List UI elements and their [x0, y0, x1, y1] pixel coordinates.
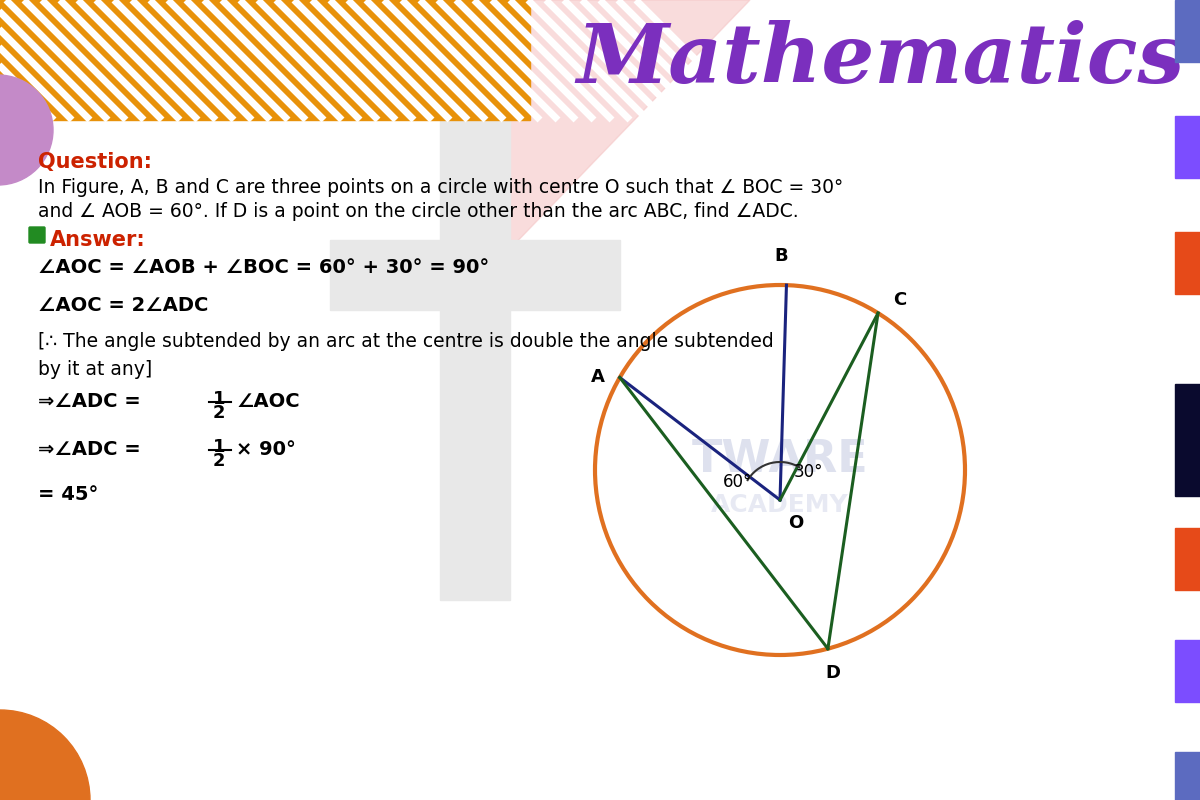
Text: [∴ The angle subtended by an arc at the centre is double the angle subtended: [∴ The angle subtended by an arc at the … [38, 332, 774, 351]
FancyBboxPatch shape [1175, 640, 1200, 702]
FancyBboxPatch shape [1175, 528, 1200, 590]
Text: TWARE: TWARE [691, 438, 869, 482]
FancyBboxPatch shape [1175, 116, 1200, 178]
Text: ⇒∠ADC =: ⇒∠ADC = [38, 440, 148, 459]
Text: = 45°: = 45° [38, 485, 98, 504]
Text: and ∠ AOB = 60°. If D is a point on the circle other than the arc ABC, find ∠ADC: and ∠ AOB = 60°. If D is a point on the … [38, 202, 799, 221]
Text: D: D [826, 664, 840, 682]
Text: Question:: Question: [38, 152, 152, 172]
Polygon shape [480, 0, 750, 280]
FancyBboxPatch shape [1175, 232, 1200, 294]
Text: ∠AOC = ∠AOB + ∠BOC = 60° + 30° = 90°: ∠AOC = ∠AOB + ∠BOC = 60° + 30° = 90° [38, 258, 490, 277]
Text: 60°: 60° [724, 473, 752, 491]
Text: O: O [788, 514, 803, 532]
Text: 1: 1 [214, 438, 226, 456]
Text: 30°: 30° [793, 463, 823, 481]
Text: ACADEMY: ACADEMY [712, 493, 848, 517]
Text: Answer:: Answer: [50, 230, 145, 250]
Text: B: B [775, 247, 788, 265]
Text: Mathematics: Mathematics [576, 20, 1186, 100]
Text: 2: 2 [214, 404, 226, 422]
Text: by it at any]: by it at any] [38, 360, 152, 379]
FancyBboxPatch shape [29, 227, 46, 243]
FancyBboxPatch shape [0, 0, 530, 120]
Text: ∠AOC: ∠AOC [236, 392, 300, 411]
FancyBboxPatch shape [1175, 752, 1200, 800]
FancyBboxPatch shape [440, 100, 510, 600]
Wedge shape [0, 75, 53, 185]
Wedge shape [0, 710, 90, 800]
Text: × 90°: × 90° [236, 440, 296, 459]
Text: In Figure, A, B and C are three points on a circle with centre O such that ∠ BOC: In Figure, A, B and C are three points o… [38, 178, 844, 197]
FancyBboxPatch shape [1175, 0, 1200, 62]
Text: 2: 2 [214, 452, 226, 470]
Text: ⇒∠ADC =: ⇒∠ADC = [38, 392, 148, 411]
FancyBboxPatch shape [330, 240, 620, 310]
Text: C: C [893, 290, 906, 309]
Text: ∠AOC = 2∠ADC: ∠AOC = 2∠ADC [38, 296, 209, 315]
Text: A: A [590, 369, 605, 386]
FancyBboxPatch shape [1175, 384, 1200, 496]
Text: 1: 1 [214, 390, 226, 408]
